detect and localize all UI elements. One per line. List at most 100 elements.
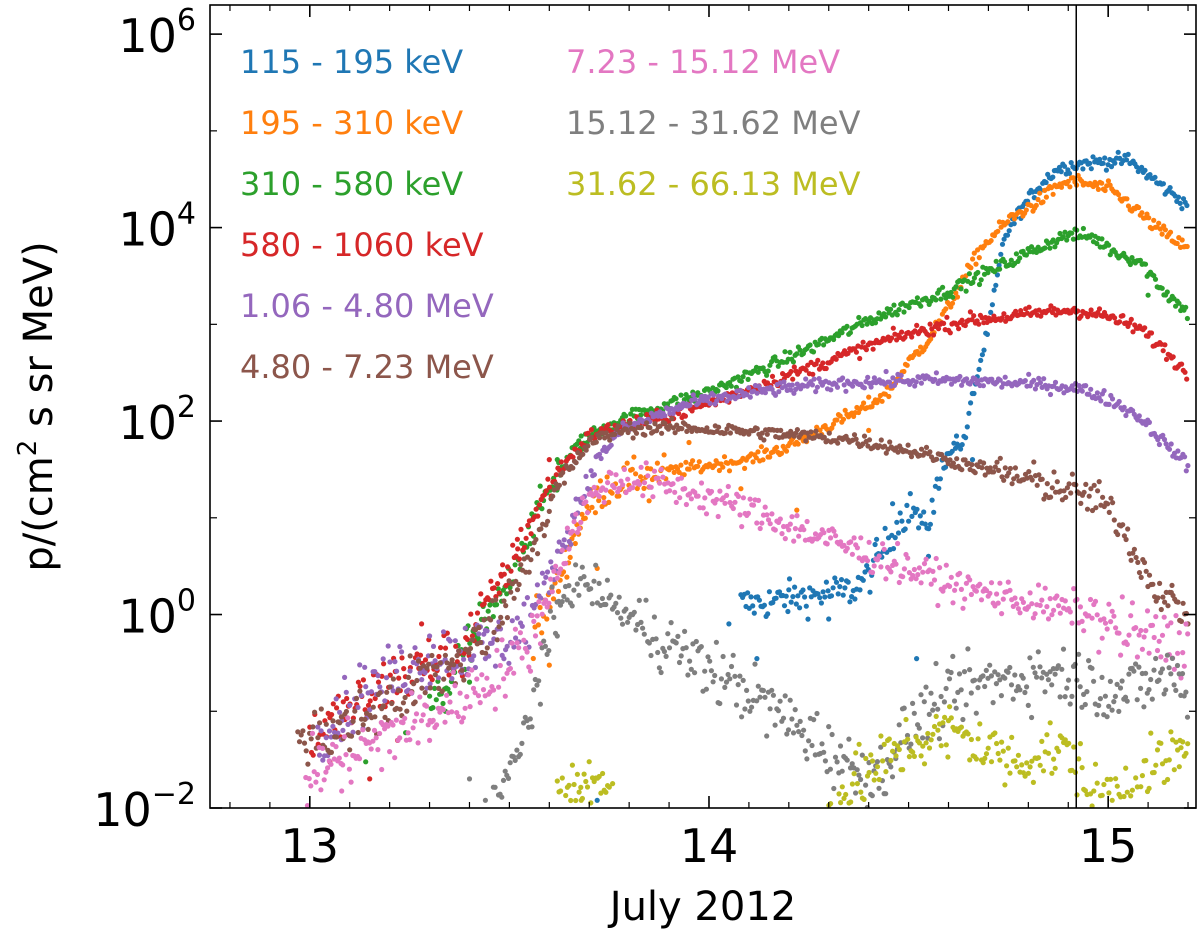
data-point <box>766 589 773 595</box>
data-point <box>999 315 1005 321</box>
data-point <box>943 685 949 692</box>
data-point <box>791 390 797 396</box>
data-point <box>514 747 520 753</box>
data-point <box>825 588 831 594</box>
data-point <box>894 312 900 318</box>
data-point <box>1069 693 1075 700</box>
data-point <box>1086 391 1092 397</box>
data-point <box>449 657 455 663</box>
data-point <box>950 600 956 606</box>
data-point <box>437 660 443 666</box>
data-point <box>674 422 680 428</box>
data-point <box>953 433 960 439</box>
data-point <box>728 383 734 389</box>
data-point <box>981 243 987 249</box>
data-point <box>863 755 869 762</box>
data-point <box>1034 482 1040 488</box>
data-point <box>543 488 549 494</box>
data-point <box>655 475 661 481</box>
data-point <box>745 376 751 382</box>
data-point <box>1158 740 1164 746</box>
data-point <box>976 321 982 327</box>
data-point <box>1142 261 1149 267</box>
data-point <box>383 675 390 681</box>
data-point <box>1047 720 1053 726</box>
data-point <box>478 639 484 646</box>
data-point <box>890 501 896 507</box>
data-point <box>794 722 800 728</box>
data-point <box>852 596 858 602</box>
data-point <box>928 581 934 587</box>
data-point <box>1088 307 1094 313</box>
data-point <box>1120 522 1126 528</box>
data-point <box>1138 574 1144 581</box>
data-point <box>1121 404 1127 410</box>
data-point <box>754 390 760 396</box>
data-point <box>999 241 1006 247</box>
data-point <box>810 371 816 377</box>
data-point <box>829 425 835 431</box>
data-point <box>1035 649 1041 655</box>
data-point <box>1112 693 1118 700</box>
data-point <box>851 771 857 777</box>
data-point <box>1060 234 1066 240</box>
data-point <box>787 349 793 355</box>
data-point <box>838 539 844 545</box>
plot-frame <box>209 4 1197 809</box>
data-point <box>864 558 871 564</box>
data-point <box>937 476 944 482</box>
data-point <box>764 733 770 739</box>
data-point <box>822 758 829 764</box>
data-point <box>511 644 517 650</box>
data-point <box>1176 630 1182 636</box>
data-point <box>296 739 303 745</box>
data-point <box>1129 600 1135 606</box>
data-point <box>572 540 578 547</box>
data-point <box>1007 587 1013 593</box>
data-point <box>829 731 835 738</box>
data-point <box>1057 610 1063 616</box>
data-point <box>738 378 745 384</box>
data-point <box>1159 632 1166 638</box>
data-point <box>1165 776 1171 783</box>
data-point <box>464 636 470 643</box>
data-point <box>1137 257 1143 263</box>
data-point <box>997 455 1003 461</box>
data-point <box>337 720 343 726</box>
x-axis-label: July 2012 <box>607 884 796 930</box>
data-point <box>1030 779 1036 786</box>
data-point <box>1078 500 1084 506</box>
data-point <box>1173 613 1179 619</box>
data-point <box>714 398 720 404</box>
data-point <box>363 684 369 690</box>
data-point <box>740 495 747 501</box>
data-point <box>611 485 617 491</box>
data-point <box>535 622 542 628</box>
data-point <box>857 587 863 593</box>
data-point <box>1083 481 1089 487</box>
data-point <box>1020 599 1026 606</box>
data-point <box>1052 244 1058 250</box>
data-point <box>604 577 611 583</box>
data-point <box>769 687 775 693</box>
data-point <box>1050 174 1056 180</box>
data-point <box>484 675 490 681</box>
data-point <box>1015 752 1022 758</box>
data-point <box>517 751 523 758</box>
data-point <box>504 643 510 650</box>
data-point <box>512 626 519 632</box>
data-point <box>1039 476 1045 482</box>
data-point <box>1039 738 1045 745</box>
data-point <box>837 413 843 419</box>
data-point <box>597 435 603 441</box>
data-point <box>676 659 683 666</box>
data-point <box>913 379 919 385</box>
data-point <box>387 684 393 690</box>
data-point <box>905 736 911 742</box>
data-point <box>791 538 797 544</box>
data-point <box>901 566 908 572</box>
data-point <box>901 705 907 711</box>
data-point <box>318 706 324 712</box>
data-point <box>704 425 710 431</box>
data-point <box>454 659 460 665</box>
